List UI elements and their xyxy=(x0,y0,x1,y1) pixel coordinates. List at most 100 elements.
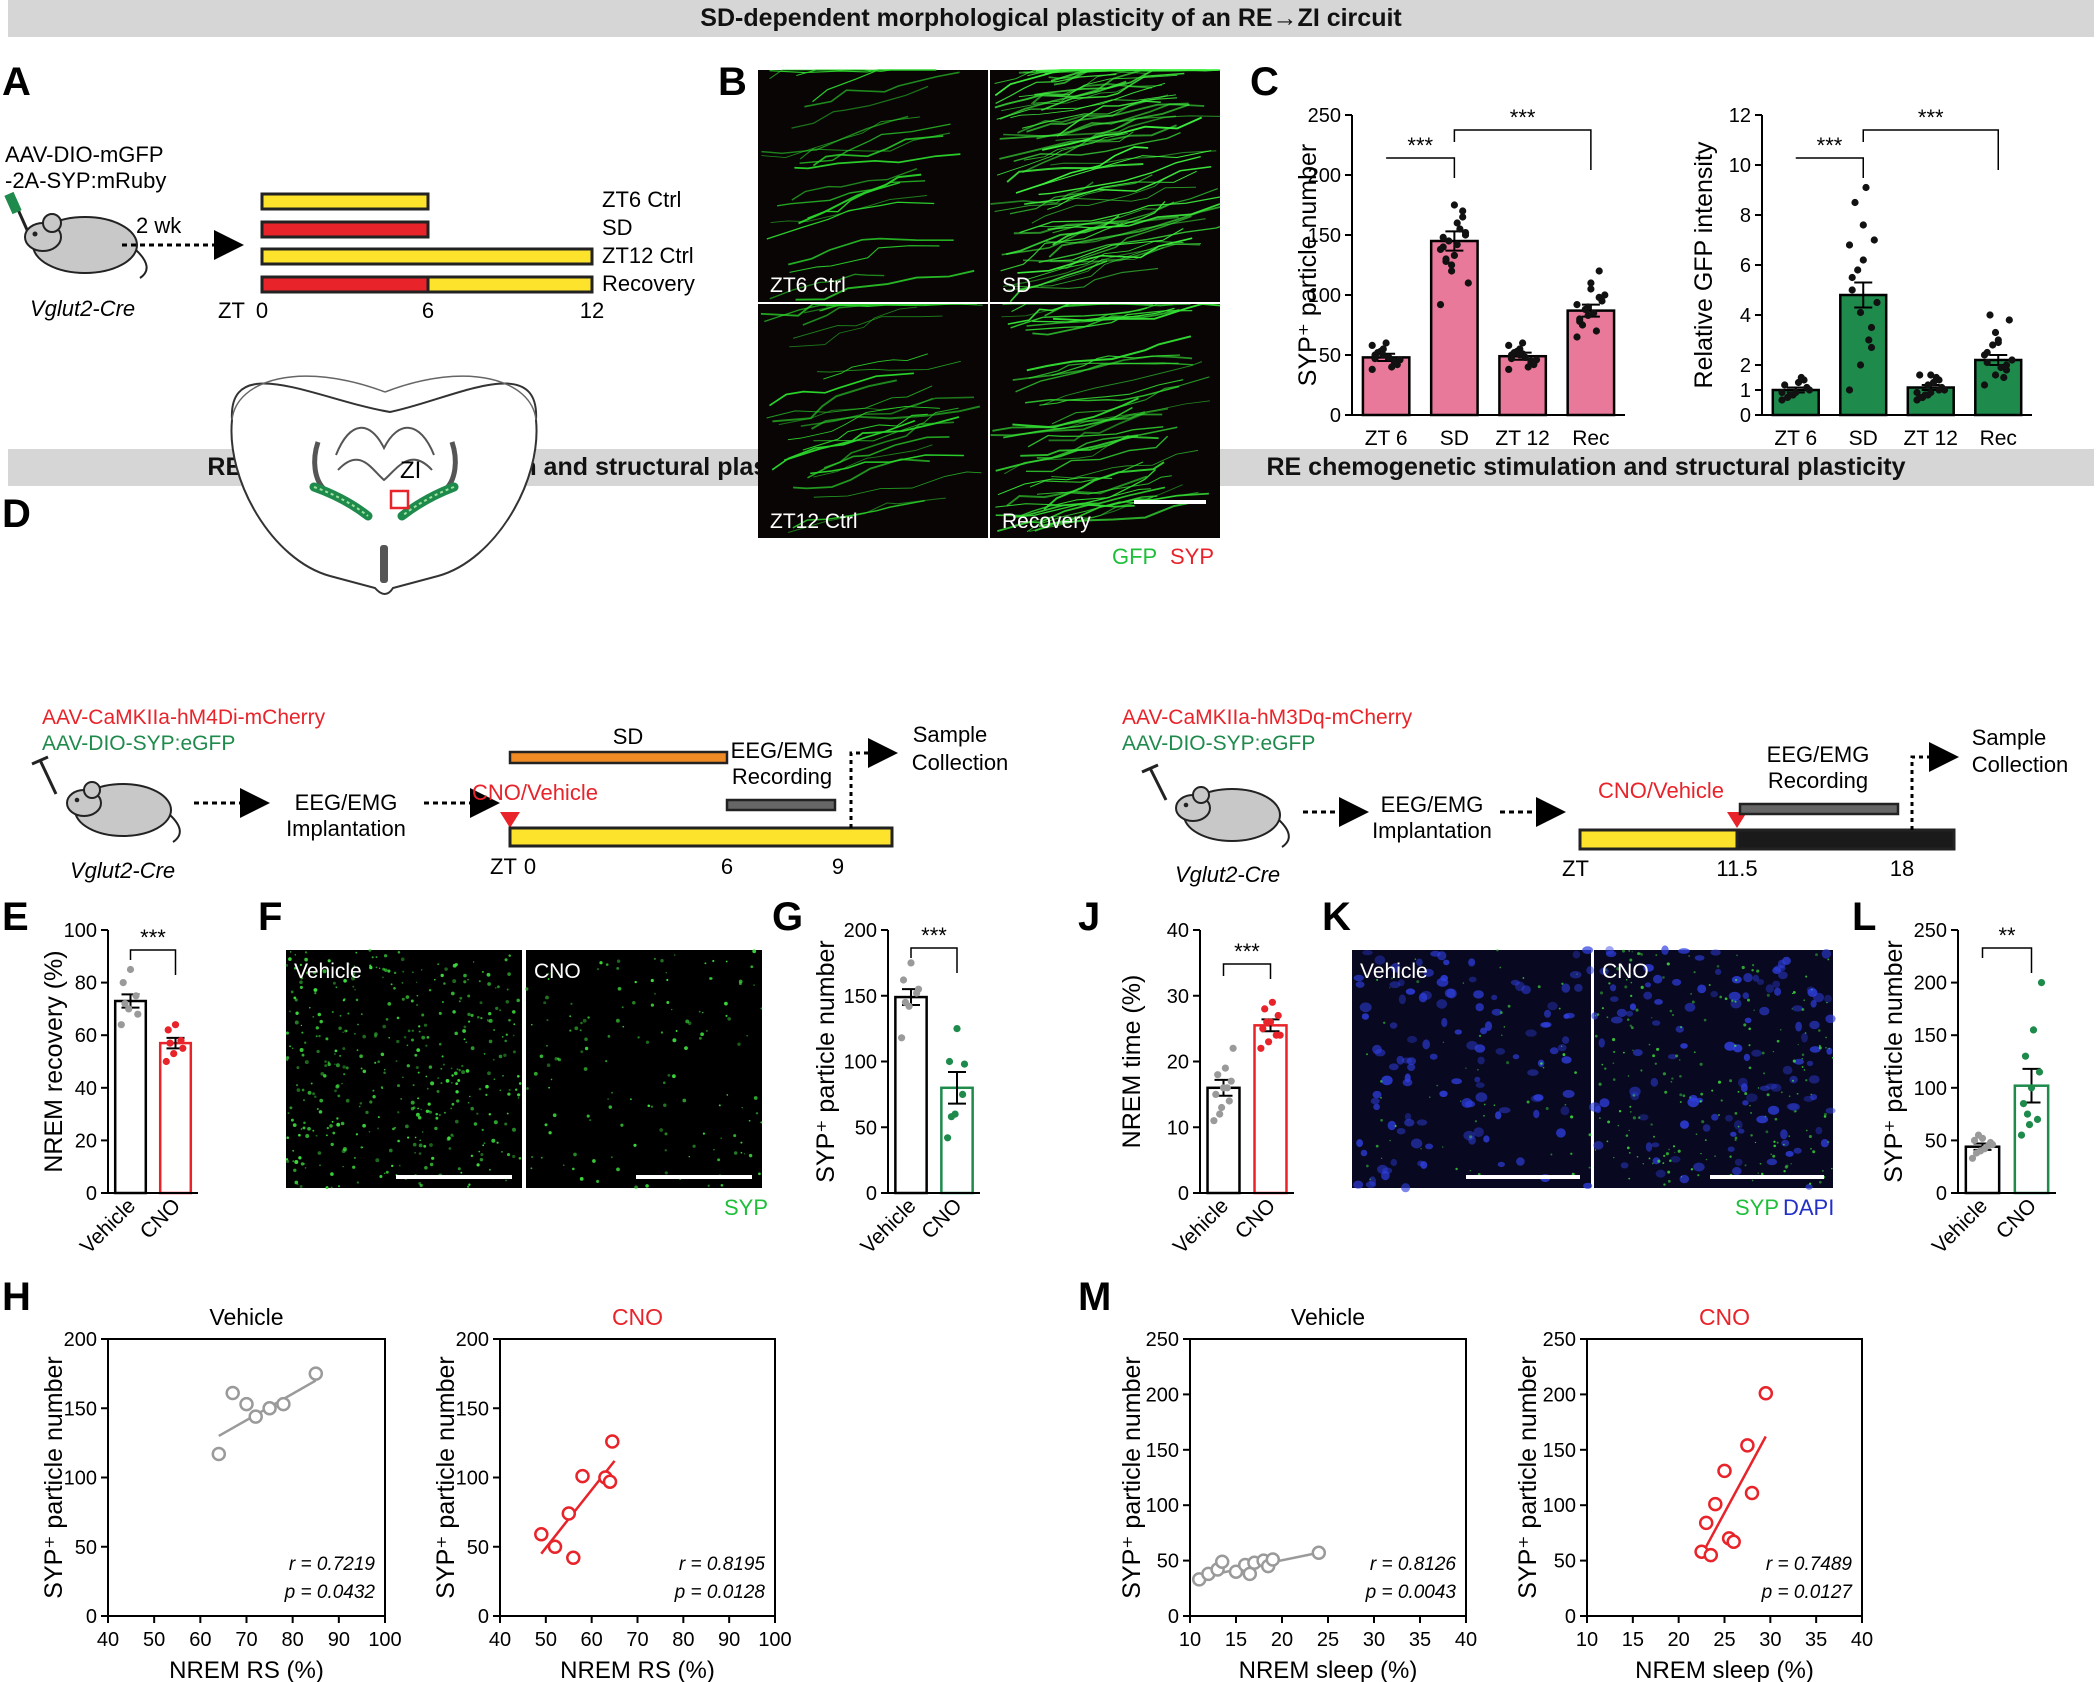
axon-fiber xyxy=(795,269,975,301)
dapi-nucleus xyxy=(1694,955,1705,961)
syp-punctum xyxy=(438,1011,442,1015)
syp-punctum xyxy=(1662,1162,1665,1164)
syp-punctum xyxy=(351,976,355,981)
syp-punctum xyxy=(583,1067,588,1071)
dapi-nucleus xyxy=(1759,1085,1770,1092)
syp-punctum xyxy=(356,1049,359,1051)
syp-punctum xyxy=(1823,1112,1827,1116)
syp-punctum xyxy=(319,1164,321,1167)
panel-d-zt: ZT xyxy=(490,854,517,879)
syp-punctum xyxy=(1522,977,1525,979)
panel-letter-l: L xyxy=(1852,895,1877,939)
dapi-nucleus xyxy=(1742,992,1750,999)
dapi-nucleus xyxy=(1561,983,1571,993)
y-tick-label: 150 xyxy=(456,1398,489,1420)
x-tick-label: 25 xyxy=(1317,1629,1339,1651)
data-point xyxy=(1921,391,1929,399)
syp-punctum xyxy=(1810,1093,1813,1096)
syp-punctum xyxy=(1414,958,1417,960)
dapi-nucleus xyxy=(1782,956,1791,966)
syp-punctum xyxy=(743,1153,746,1155)
y-tick-label: 40 xyxy=(75,1078,97,1100)
dapi-nucleus xyxy=(1468,1135,1476,1145)
syp-punctum xyxy=(1640,985,1644,989)
syp-punctum xyxy=(486,972,491,977)
syp-punctum xyxy=(748,1153,753,1158)
syp-punctum xyxy=(672,1074,676,1079)
data-point xyxy=(901,998,910,1006)
syp-punctum xyxy=(1827,1140,1830,1144)
syp-punctum xyxy=(1662,976,1665,979)
syp-punctum xyxy=(383,1172,386,1175)
syp-punctum xyxy=(616,1167,620,1172)
syp-punctum xyxy=(294,1180,299,1185)
data-point xyxy=(947,1113,956,1121)
syp-punctum xyxy=(1540,1062,1543,1065)
syp-punctum xyxy=(1770,1153,1772,1155)
syp-punctum xyxy=(1537,985,1541,989)
condition-sd: SD xyxy=(602,215,633,240)
panel-i-rec2: Recording xyxy=(1768,768,1868,793)
dapi-nucleus xyxy=(1355,981,1365,988)
syp-punctum xyxy=(1382,1021,1386,1025)
panel-d-recording-bar xyxy=(725,798,837,812)
syp-punctum xyxy=(371,956,374,959)
syp-punctum xyxy=(440,1067,443,1070)
r-value: r = 0.7489 xyxy=(1766,1554,1853,1575)
syp-punctum xyxy=(480,1152,484,1157)
syp-punctum xyxy=(1668,1148,1670,1151)
syp-punctum xyxy=(1783,1169,1786,1173)
syp-punctum xyxy=(1627,1075,1630,1077)
syp-punctum xyxy=(506,1112,509,1115)
y-tick-label: 150 xyxy=(1543,1440,1576,1462)
y-tick-label: 0 xyxy=(478,1606,489,1628)
data-point xyxy=(1997,363,2005,372)
syp-punctum xyxy=(1680,1176,1683,1178)
dapi-nucleus xyxy=(1742,1100,1749,1106)
syp-punctum xyxy=(396,1084,401,1088)
dapi-nucleus xyxy=(1569,971,1582,979)
syp-punctum xyxy=(707,1184,710,1187)
syp-punctum xyxy=(1632,1116,1636,1120)
dapi-nucleus xyxy=(1563,1013,1570,1019)
data-point xyxy=(1368,365,1376,373)
syp-punctum xyxy=(506,988,509,991)
syp-punctum xyxy=(435,1112,438,1116)
syp-punctum xyxy=(1784,1165,1788,1169)
axon-fiber xyxy=(1017,94,1169,134)
syp-punctum xyxy=(660,958,664,963)
syp-punctum xyxy=(476,1112,479,1115)
y-tick-label: 0 xyxy=(1740,405,1751,427)
dapi-nucleus xyxy=(1759,1006,1770,1016)
panel-k-label-vehicle: Vehicle xyxy=(1360,960,1428,983)
data-point xyxy=(1792,388,1800,397)
syp-punctum xyxy=(650,978,654,983)
axon-fiber xyxy=(1005,214,1120,256)
dapi-nucleus xyxy=(1474,1044,1486,1053)
syp-punctum xyxy=(418,1030,421,1033)
syp-punctum xyxy=(353,965,356,967)
y-tick-label: 150 xyxy=(844,986,877,1008)
data-point xyxy=(1257,1044,1265,1052)
data-point xyxy=(1595,293,1603,301)
syp-punctum xyxy=(355,1133,359,1136)
syp-punctum xyxy=(634,1185,638,1190)
syp-punctum xyxy=(287,1112,290,1115)
data-point xyxy=(2033,1115,2042,1123)
dapi-nucleus xyxy=(1468,976,1477,983)
syp-punctum xyxy=(298,1156,302,1160)
dapi-nucleus xyxy=(1387,1120,1397,1131)
dapi-nucleus xyxy=(1498,1107,1511,1114)
dapi-nucleus xyxy=(1680,1120,1689,1129)
axon-fiber xyxy=(1047,170,1197,210)
syp-punctum xyxy=(684,1046,688,1050)
dapi-nucleus xyxy=(1809,1020,1820,1030)
syp-punctum xyxy=(368,1131,371,1133)
axon-fiber xyxy=(1053,69,1184,86)
syp-punctum xyxy=(1719,995,1723,999)
data-point xyxy=(1216,1110,1224,1118)
syp-punctum xyxy=(293,966,297,970)
condition-recovery: Recovery xyxy=(602,271,695,296)
syp-punctum xyxy=(760,1121,763,1124)
axon-fiber xyxy=(999,124,1177,160)
